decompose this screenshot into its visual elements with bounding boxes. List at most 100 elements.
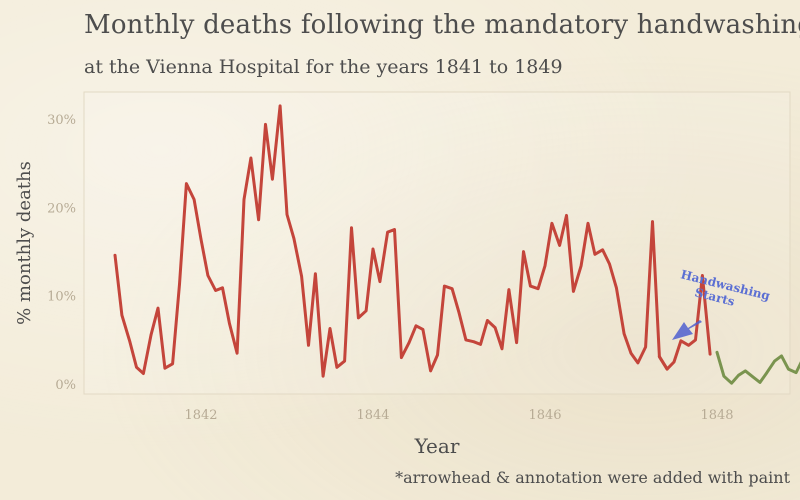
y-tick-label: 20%: [47, 201, 76, 216]
data-point: [737, 374, 740, 377]
data-point: [264, 123, 267, 126]
data-point: [128, 339, 131, 342]
data-point: [307, 344, 310, 347]
data-point: [543, 264, 547, 267]
data-point: [285, 213, 289, 216]
data-point: [214, 289, 217, 292]
data-point: [744, 369, 747, 373]
data-point: [464, 338, 468, 342]
data-point: [780, 354, 783, 358]
data-point: [436, 353, 439, 357]
data-point: [429, 369, 432, 373]
y-tick-label: 0%: [55, 378, 76, 393]
data-point: [249, 156, 253, 160]
data-point: [364, 309, 368, 312]
data-point: [608, 262, 611, 266]
data-point: [507, 288, 511, 291]
data-point: [758, 381, 762, 384]
data-point: [672, 360, 676, 364]
data-point: [421, 328, 425, 331]
data-point: [328, 327, 332, 330]
data-point: [644, 345, 647, 349]
data-point: [343, 359, 346, 363]
data-point: [120, 314, 124, 317]
data-point: [314, 272, 317, 275]
x-tick-label: 1848: [700, 408, 733, 423]
data-point: [300, 275, 303, 278]
data-point: [708, 352, 712, 356]
data-point: [773, 359, 776, 363]
y-tick-label: 10%: [47, 290, 76, 305]
data-point: [694, 338, 697, 342]
x-axis-title: Year: [414, 434, 460, 458]
series-line-0: [113, 104, 669, 378]
data-point: [135, 366, 138, 369]
data-point: [371, 247, 375, 251]
data-point: [350, 226, 353, 229]
data-point: [565, 214, 568, 217]
y-axis-ticks: 0% 10% 20% 30%: [47, 113, 76, 393]
data-point: [486, 319, 489, 322]
y-axis-title: % monthly deaths: [14, 161, 35, 325]
chart-title: Monthly deaths following the mandatory h…: [84, 10, 800, 40]
data-point: [257, 218, 260, 221]
annotation-arrow-icon: [672, 320, 702, 340]
data-point: [450, 287, 454, 290]
data-point: [579, 264, 583, 267]
data-point: [192, 198, 196, 201]
y-tick-label: 30%: [47, 113, 76, 128]
data-point: [765, 371, 769, 374]
x-tick-label: 1842: [184, 408, 217, 423]
data-point: [586, 222, 590, 225]
data-point: [529, 284, 532, 288]
data-point: [149, 333, 153, 336]
data-point: [185, 182, 188, 185]
data-point: [278, 104, 282, 108]
data-point: [400, 356, 403, 359]
data-point: [593, 253, 597, 256]
data-point: [443, 284, 446, 288]
data-point: [335, 366, 339, 369]
data-point: [701, 274, 704, 277]
data-point: [522, 250, 525, 253]
data-point: [407, 341, 411, 344]
data-point: [206, 274, 210, 277]
data-point: [601, 248, 604, 251]
data-point: [658, 355, 661, 358]
data-point: [163, 367, 167, 370]
x-tick-label: 1846: [528, 408, 561, 423]
data-point: [622, 332, 626, 335]
x-axis-ticks: 1842 1844 1846 1848: [184, 408, 733, 423]
data-point: [156, 306, 160, 310]
series-lines: [113, 104, 800, 385]
data-point: [457, 311, 461, 314]
data-point: [472, 340, 475, 343]
series-line-2: [715, 350, 800, 385]
data-point: [178, 283, 181, 286]
data-point: [199, 238, 203, 241]
data-point: [515, 341, 518, 344]
data-point: [794, 371, 798, 374]
data-point: [235, 352, 239, 355]
data-point: [715, 351, 719, 354]
data-point: [393, 228, 396, 231]
data-point: [221, 286, 224, 289]
data-point: [271, 178, 274, 181]
data-point: [629, 352, 633, 355]
data-point: [242, 198, 246, 201]
data-point: [536, 287, 540, 290]
data-point: [722, 375, 726, 378]
data-point: [171, 362, 174, 365]
data-point: [142, 372, 145, 375]
x-tick-label: 1844: [356, 408, 389, 423]
data-point: [113, 254, 117, 257]
data-point: [292, 237, 296, 240]
data-point: [386, 231, 389, 234]
series-line-1: [657, 274, 712, 371]
data-point: [500, 347, 504, 350]
data-point: [615, 286, 618, 289]
data-point: [636, 361, 640, 365]
data-point: [665, 367, 669, 371]
data-point: [228, 322, 231, 325]
